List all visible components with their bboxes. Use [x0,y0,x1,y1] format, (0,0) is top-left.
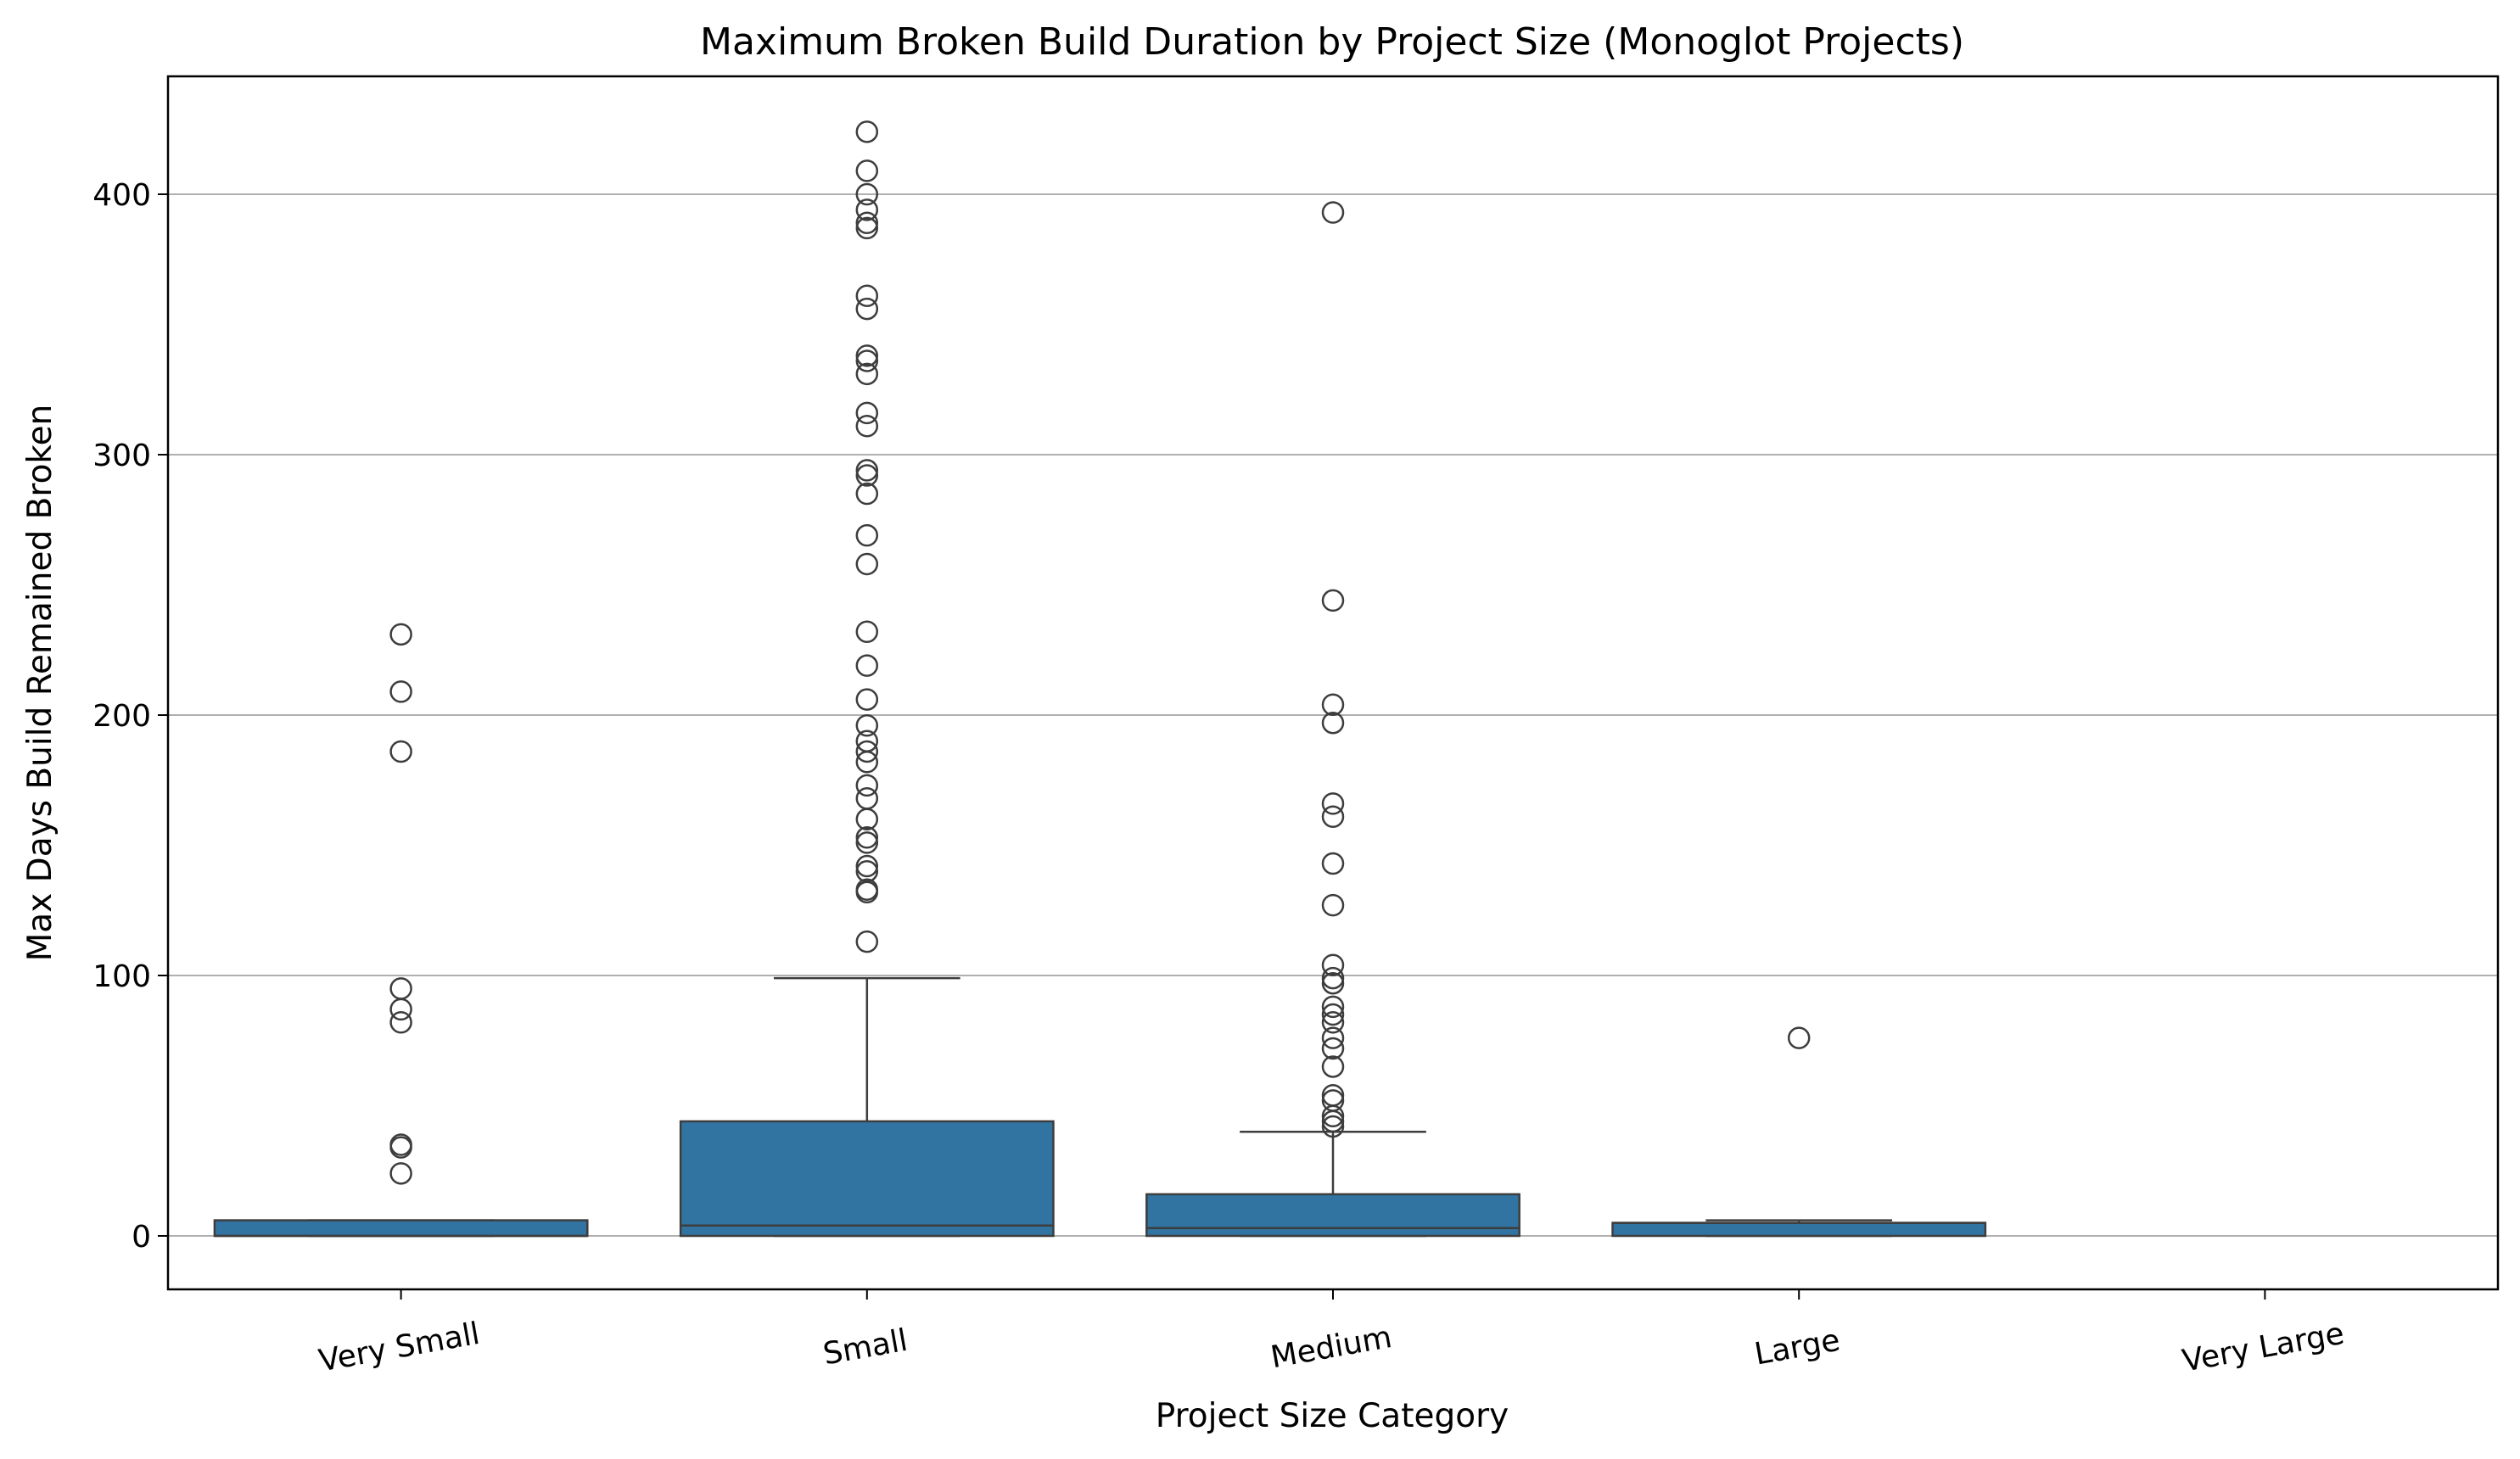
outlier-point-1-17 [855,552,879,576]
outlier-point-1-12 [855,414,879,438]
outlier-point-1-6 [855,284,879,307]
outlier-point-1-25 [855,774,879,797]
outlier-point-1-8 [855,344,879,367]
box-body [213,1219,589,1238]
box-2 [1145,1130,1520,1238]
box-body [1611,1221,1987,1238]
outlier-point-0-0 [389,623,412,646]
outlier-point-2-12 [1321,1003,1345,1026]
outlier-point-1-33 [855,880,879,904]
outlier-point-2-0 [1321,201,1345,224]
outlier-point-2-6 [1321,852,1345,875]
box-3 [1611,1219,1987,1238]
outlier-point-0-2 [389,740,412,763]
y-axis-label: Max Days Build Remained Broken [21,405,59,962]
outlier-point-2-11 [1321,995,1345,1019]
outlier-point-2-16 [1321,1055,1345,1078]
outlier-point-1-11 [855,401,879,425]
y-tick-label-400: 400 [92,178,151,213]
y-tick-label-200: 200 [92,699,151,734]
outlier-point-1-27 [855,808,879,831]
outlier-point-2-3 [1321,711,1345,735]
outlier-point-1-16 [855,523,879,547]
outlier-point-1-13 [855,459,879,482]
box-body [679,1120,1055,1238]
outlier-point-1-5 [855,216,879,240]
outlier-point-1-10 [855,362,879,386]
outlier-point-1-34 [855,930,879,953]
outlier-point-2-10 [1321,971,1345,995]
outlier-point-0-4 [389,998,412,1021]
outlier-point-0-1 [389,680,412,703]
outlier-point-1-19 [855,654,879,677]
outlier-point-1-24 [855,751,879,774]
outlier-point-2-21 [1321,1115,1345,1138]
outlier-point-2-19 [1321,1104,1345,1128]
outlier-point-1-28 [855,826,879,849]
chart-title: Maximum Broken Build Duration by Project… [700,20,1964,64]
x-axis-label: Project Size Category [1156,1397,1509,1435]
outlier-point-1-3 [855,198,879,221]
outlier-point-2-2 [1321,693,1345,716]
outlier-point-3-0 [1787,1026,1811,1049]
outlier-point-0-5 [389,1011,412,1034]
outlier-point-2-9 [1321,966,1345,990]
outlier-point-1-18 [855,620,879,644]
box-body [1145,1193,1520,1238]
outlier-point-1-4 [855,211,879,235]
outlier-point-2-13 [1321,1011,1345,1034]
outlier-point-2-4 [1321,792,1345,815]
y-tick-label-0: 0 [132,1220,151,1255]
outlier-point-1-20 [855,688,879,711]
outlier-point-1-21 [855,714,879,737]
outlier-point-1-30 [855,854,879,878]
outlier-point-1-29 [855,831,879,854]
outlier-point-1-7 [855,297,879,321]
outlier-point-1-2 [855,182,879,206]
outlier-point-2-8 [1321,953,1345,976]
y-tick-label-100: 100 [92,959,151,994]
outlier-point-0-8 [389,1162,412,1185]
outlier-point-2-14 [1321,1026,1345,1049]
outlier-points [389,120,1811,1185]
box-0 [213,1219,589,1238]
y-tick-label-300: 300 [92,439,151,473]
outlier-point-2-5 [1321,805,1345,828]
y-axis-ticks: 0 100 200 300 400 [92,178,168,1255]
outlier-point-2-1 [1321,589,1345,612]
outlier-point-2-20 [1321,1110,1345,1133]
outlier-point-1-1 [855,159,879,182]
outlier-point-2-7 [1321,893,1345,917]
boxes [213,976,1987,1238]
outlier-point-2-15 [1321,1037,1345,1060]
outlier-point-1-14 [855,464,879,487]
outlier-point-1-15 [855,482,879,506]
outlier-point-0-7 [389,1136,412,1159]
box-1 [679,976,1055,1238]
outlier-point-1-9 [855,349,879,372]
outlier-point-1-23 [855,740,879,763]
outlier-point-1-0 [855,120,879,143]
